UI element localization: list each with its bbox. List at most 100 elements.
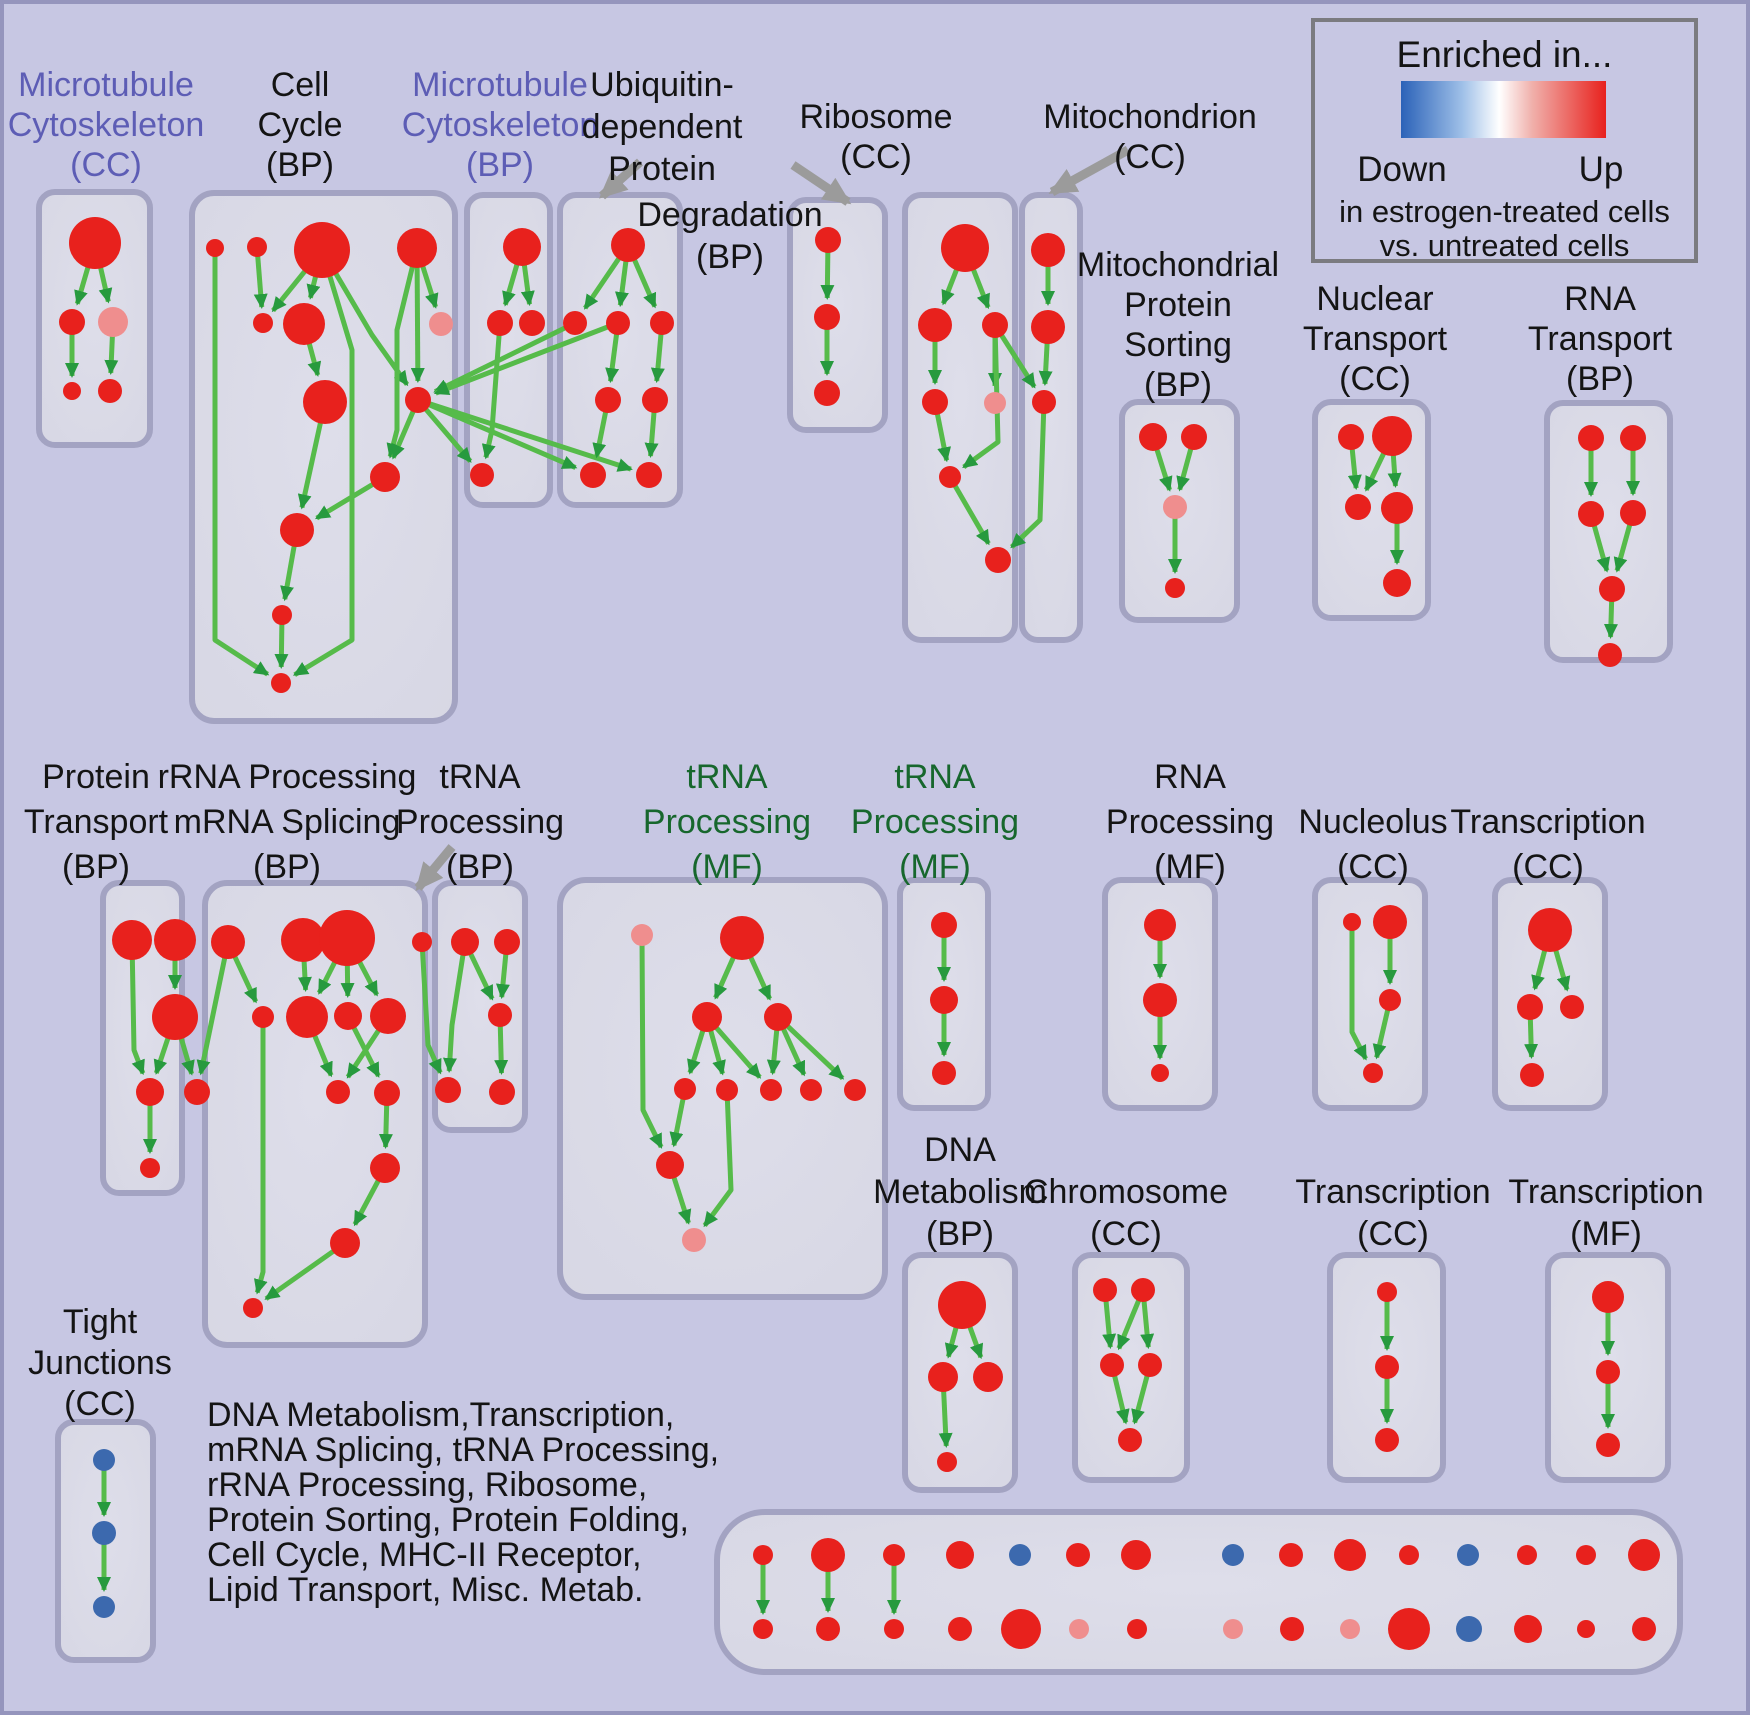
go-term-node-U2 bbox=[563, 311, 587, 335]
go-term-node-G10 bbox=[656, 1151, 684, 1179]
go-term-node-Z2 bbox=[92, 1521, 116, 1545]
cluster-label-line: (MF) bbox=[1154, 848, 1226, 886]
go-term-node-SB9 bbox=[1280, 1617, 1304, 1641]
cluster-label-line: mRNA Splicing bbox=[173, 803, 401, 841]
go-term-node-G8 bbox=[800, 1079, 822, 1101]
go-term-node-ST10 bbox=[1334, 1539, 1366, 1571]
go-term-node-D3 bbox=[973, 1362, 1003, 1392]
go-term-node-D2 bbox=[928, 1362, 958, 1392]
misc-category-line: mRNA Splicing, tRNA Processing, bbox=[207, 1431, 720, 1469]
go-term-node-A5 bbox=[98, 379, 122, 403]
go-term-node-G3 bbox=[692, 1002, 722, 1032]
go-term-node-SB10 bbox=[1340, 1619, 1360, 1639]
cluster-label-line: Processing bbox=[1105, 803, 1275, 841]
legend-subtitle-2: vs. untreated cells bbox=[1379, 228, 1630, 263]
go-term-node-S1 bbox=[1139, 423, 1167, 451]
legend-up-label: Up bbox=[1578, 150, 1624, 189]
cluster-label-line: RNA bbox=[1154, 758, 1226, 796]
cluster-label-line: Transcription bbox=[1295, 1173, 1491, 1211]
misc-category-line: rRNA Processing, Ribosome, bbox=[207, 1466, 648, 1504]
go-term-node-B2 bbox=[814, 304, 840, 330]
go-term-node-J1 bbox=[1343, 913, 1361, 931]
cluster-label-ubiquitin-label2: Degradation (BP) bbox=[637, 198, 822, 282]
go-term-node-N2 bbox=[1372, 416, 1412, 456]
go-term-node-ST2 bbox=[811, 1538, 845, 1572]
go-term-node-X2 bbox=[1596, 1360, 1620, 1384]
go-term-node-T2 bbox=[1031, 310, 1065, 344]
cluster-label-line: (BP) bbox=[1565, 360, 1634, 398]
edge-U2-C13 bbox=[433, 320, 577, 394]
cluster-label-nucleolus-cc: Nucleolus (CC) bbox=[1298, 805, 1447, 895]
go-term-node-B1 bbox=[815, 227, 841, 253]
misc-category-line: Lipid Transport, Misc. Metab. bbox=[207, 1571, 644, 1609]
go-term-node-SB7 bbox=[1127, 1619, 1147, 1639]
cluster-label-line: Transport bbox=[23, 803, 169, 841]
go-term-node-E4 bbox=[1138, 1353, 1162, 1377]
go-term-node-D4 bbox=[937, 1452, 957, 1472]
go-term-node-T3 bbox=[1032, 390, 1056, 414]
cluster-label-line: (BP) bbox=[253, 848, 321, 886]
cluster-label-line: Transcription bbox=[1508, 1173, 1704, 1211]
cluster-label-nuclear-transport-cc: Nuclear Transport (CC) bbox=[1303, 282, 1447, 402]
go-term-node-E1 bbox=[1093, 1278, 1117, 1302]
cluster-label-transcription-mf: Transcription (MF) bbox=[1508, 1175, 1703, 1259]
edge-W1-W4 bbox=[442, 941, 468, 1074]
go-term-node-R2 bbox=[918, 308, 952, 342]
go-term-node-Q1 bbox=[211, 925, 245, 959]
cluster-label-line: rRNA Processing bbox=[157, 758, 417, 796]
cluster-label-transcription-cc-row3: Transcription (CC) bbox=[1295, 1175, 1490, 1259]
go-term-node-K2 bbox=[1517, 994, 1543, 1020]
go-term-node-ST1 bbox=[753, 1545, 773, 1565]
edge-P1-P4 bbox=[129, 939, 146, 1076]
go-term-node-Z1 bbox=[93, 1449, 115, 1471]
go-term-node-N5 bbox=[1383, 569, 1411, 597]
edge-C13-M4 bbox=[416, 398, 473, 463]
go-term-node-ST9 bbox=[1279, 1543, 1303, 1567]
legend-subtitle-1: in estrogen-treated cells bbox=[1339, 194, 1670, 229]
cluster-label-line: Degradation bbox=[637, 196, 823, 234]
go-term-node-Q12 bbox=[330, 1228, 360, 1258]
cluster-label-trna-processing-bp: tRNA Processing (BP) bbox=[396, 760, 564, 895]
cluster-label-line: (CC) bbox=[1337, 848, 1409, 886]
go-term-node-V2 bbox=[1620, 425, 1646, 451]
cluster-label-line: RNA bbox=[1564, 280, 1636, 318]
cluster-label-trna-processing-mf-2: tRNA Processing (MF) bbox=[851, 760, 1019, 895]
go-term-node-F1 bbox=[1377, 1282, 1397, 1302]
cluster-label-line: Protein bbox=[42, 758, 150, 796]
cluster-label-line: (CC) bbox=[840, 138, 912, 176]
go-term-node-J4 bbox=[1363, 1063, 1383, 1083]
cluster-label-line: (CC) bbox=[70, 146, 142, 184]
cluster-label-line: Junctions bbox=[28, 1344, 172, 1382]
go-term-node-U8 bbox=[636, 462, 662, 488]
go-term-node-U7 bbox=[580, 462, 606, 488]
cluster-label-cell-cycle-bp: Cell Cycle (BP) bbox=[257, 68, 342, 188]
go-term-node-W3 bbox=[488, 1003, 512, 1027]
cluster-label-line: (CC) bbox=[64, 1385, 136, 1423]
cluster-label-line: Cytoskeleton bbox=[401, 106, 599, 144]
go-term-node-S3 bbox=[1163, 495, 1187, 519]
go-term-node-S4 bbox=[1165, 578, 1185, 598]
edge-C1-C12 bbox=[212, 248, 270, 677]
cluster-label-line: DNA bbox=[924, 1131, 996, 1169]
cluster-label-line: Cell bbox=[270, 66, 330, 104]
go-term-node-SB4 bbox=[948, 1617, 972, 1641]
cluster-label-line: (CC) bbox=[1114, 138, 1186, 176]
misc-category-list: DNA Metabolism,Transcription, mRNA Splici… bbox=[207, 1396, 720, 1609]
box-strip bbox=[714, 1509, 1683, 1675]
legend-down-label: Down bbox=[1357, 150, 1447, 189]
edge-Q12-Q13 bbox=[264, 1240, 347, 1301]
edge-C13-U7 bbox=[417, 397, 578, 470]
go-term-node-SB1 bbox=[753, 1619, 773, 1639]
go-term-node-U4 bbox=[650, 311, 674, 335]
cluster-label-line: Sorting bbox=[1124, 326, 1232, 364]
go-term-node-C11 bbox=[272, 605, 292, 625]
go-term-node-N4 bbox=[1381, 492, 1413, 524]
go-term-node-Q3 bbox=[319, 910, 375, 966]
go-term-node-R5 bbox=[984, 392, 1006, 414]
go-term-node-G11 bbox=[682, 1228, 706, 1252]
go-term-node-Q6 bbox=[286, 996, 328, 1038]
go-term-node-SB2 bbox=[816, 1617, 840, 1641]
edge-Q5-Q13 bbox=[254, 1017, 268, 1295]
cluster-label-line: (BP) bbox=[465, 146, 534, 184]
edge-U3-C13 bbox=[433, 320, 619, 396]
